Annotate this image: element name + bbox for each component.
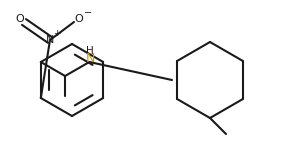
Text: H: H: [86, 46, 94, 56]
Text: O: O: [16, 14, 24, 24]
Text: N: N: [46, 35, 54, 45]
Text: O: O: [75, 14, 83, 24]
Text: N: N: [86, 52, 95, 66]
Text: +: +: [53, 29, 61, 38]
Text: −: −: [84, 8, 92, 18]
